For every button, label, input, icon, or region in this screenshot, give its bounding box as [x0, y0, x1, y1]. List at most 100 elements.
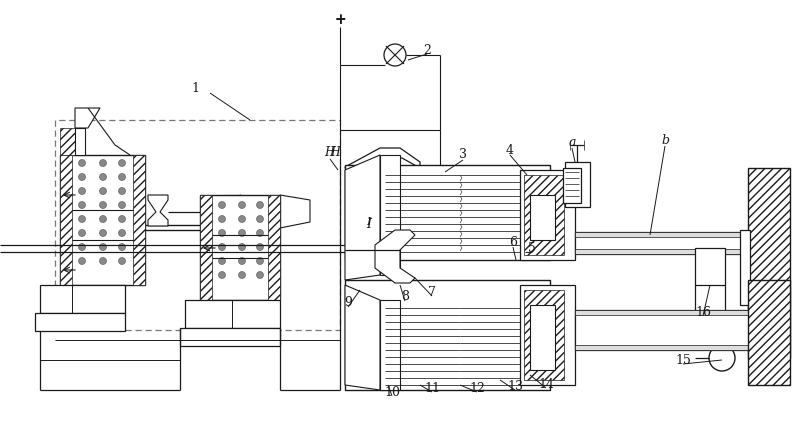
- Circle shape: [238, 229, 246, 236]
- Bar: [524, 290, 564, 380]
- Bar: [200, 195, 212, 300]
- Bar: [520, 170, 575, 260]
- Text: +: +: [334, 13, 346, 27]
- Circle shape: [118, 243, 126, 250]
- Circle shape: [118, 173, 126, 180]
- Circle shape: [218, 243, 226, 250]
- Text: 10: 10: [384, 385, 400, 399]
- Bar: [530, 305, 555, 370]
- Polygon shape: [148, 195, 168, 226]
- Text: H: H: [325, 146, 335, 160]
- Polygon shape: [345, 285, 380, 390]
- Bar: [35, 313, 125, 331]
- Circle shape: [257, 258, 263, 265]
- Bar: [748, 280, 790, 385]
- Bar: [695, 248, 725, 323]
- Circle shape: [218, 216, 226, 223]
- Circle shape: [78, 173, 86, 180]
- Bar: [60, 155, 72, 285]
- Text: +: +: [334, 13, 346, 27]
- Text: 1: 1: [191, 82, 199, 94]
- Circle shape: [257, 202, 263, 209]
- Text: 14: 14: [538, 377, 554, 390]
- Text: a: a: [568, 137, 576, 149]
- Bar: [345, 165, 550, 260]
- Text: 5: 5: [528, 242, 536, 254]
- Polygon shape: [240, 195, 265, 230]
- Bar: [75, 128, 85, 155]
- Circle shape: [78, 187, 86, 194]
- Circle shape: [118, 160, 126, 167]
- Circle shape: [118, 202, 126, 209]
- Circle shape: [118, 258, 126, 265]
- Text: 11: 11: [424, 381, 440, 395]
- Circle shape: [78, 229, 86, 236]
- Bar: [563, 168, 581, 203]
- Polygon shape: [75, 108, 100, 128]
- Text: 3: 3: [459, 149, 467, 161]
- Circle shape: [257, 216, 263, 223]
- Circle shape: [257, 272, 263, 279]
- Circle shape: [99, 258, 106, 265]
- Bar: [740, 230, 750, 305]
- Polygon shape: [345, 155, 380, 280]
- Circle shape: [238, 258, 246, 265]
- Text: 12: 12: [469, 381, 485, 395]
- Circle shape: [99, 229, 106, 236]
- Text: 13: 13: [507, 380, 523, 392]
- Bar: [575, 232, 750, 237]
- Bar: [575, 310, 750, 350]
- Bar: [524, 175, 564, 255]
- Text: b: b: [661, 135, 669, 147]
- Circle shape: [709, 345, 735, 371]
- Polygon shape: [345, 148, 420, 175]
- Circle shape: [99, 187, 106, 194]
- Circle shape: [78, 202, 86, 209]
- Circle shape: [78, 243, 86, 250]
- Circle shape: [218, 229, 226, 236]
- Polygon shape: [280, 195, 310, 228]
- Bar: [345, 280, 550, 390]
- Bar: [575, 345, 750, 350]
- Circle shape: [78, 216, 86, 223]
- Circle shape: [238, 272, 246, 279]
- Circle shape: [238, 202, 246, 209]
- Text: I: I: [366, 218, 371, 232]
- Circle shape: [118, 187, 126, 194]
- Bar: [575, 310, 750, 315]
- Circle shape: [118, 229, 126, 236]
- Text: 4: 4: [506, 143, 514, 157]
- Circle shape: [78, 160, 86, 167]
- Bar: [180, 328, 280, 346]
- Bar: [185, 300, 280, 328]
- Circle shape: [257, 229, 263, 236]
- Circle shape: [99, 160, 106, 167]
- Bar: [575, 232, 750, 254]
- Circle shape: [99, 216, 106, 223]
- Text: 15: 15: [675, 354, 691, 366]
- Circle shape: [238, 216, 246, 223]
- Bar: [40, 285, 125, 313]
- Circle shape: [218, 202, 226, 209]
- Circle shape: [78, 258, 86, 265]
- Text: 2: 2: [423, 44, 431, 56]
- Bar: [60, 155, 145, 285]
- Text: I: I: [366, 217, 370, 227]
- Polygon shape: [265, 202, 280, 225]
- Text: H: H: [330, 146, 341, 160]
- Circle shape: [218, 272, 226, 279]
- Circle shape: [99, 243, 106, 250]
- Text: 7: 7: [428, 285, 436, 299]
- Text: 6: 6: [509, 236, 517, 250]
- Bar: [200, 195, 280, 300]
- Bar: [520, 285, 575, 385]
- Circle shape: [238, 243, 246, 250]
- Bar: [748, 168, 790, 358]
- Polygon shape: [375, 230, 415, 283]
- Polygon shape: [225, 195, 240, 230]
- Circle shape: [99, 202, 106, 209]
- Text: 8: 8: [401, 291, 409, 303]
- Bar: [268, 195, 280, 300]
- Bar: [575, 249, 750, 254]
- Bar: [55, 120, 340, 330]
